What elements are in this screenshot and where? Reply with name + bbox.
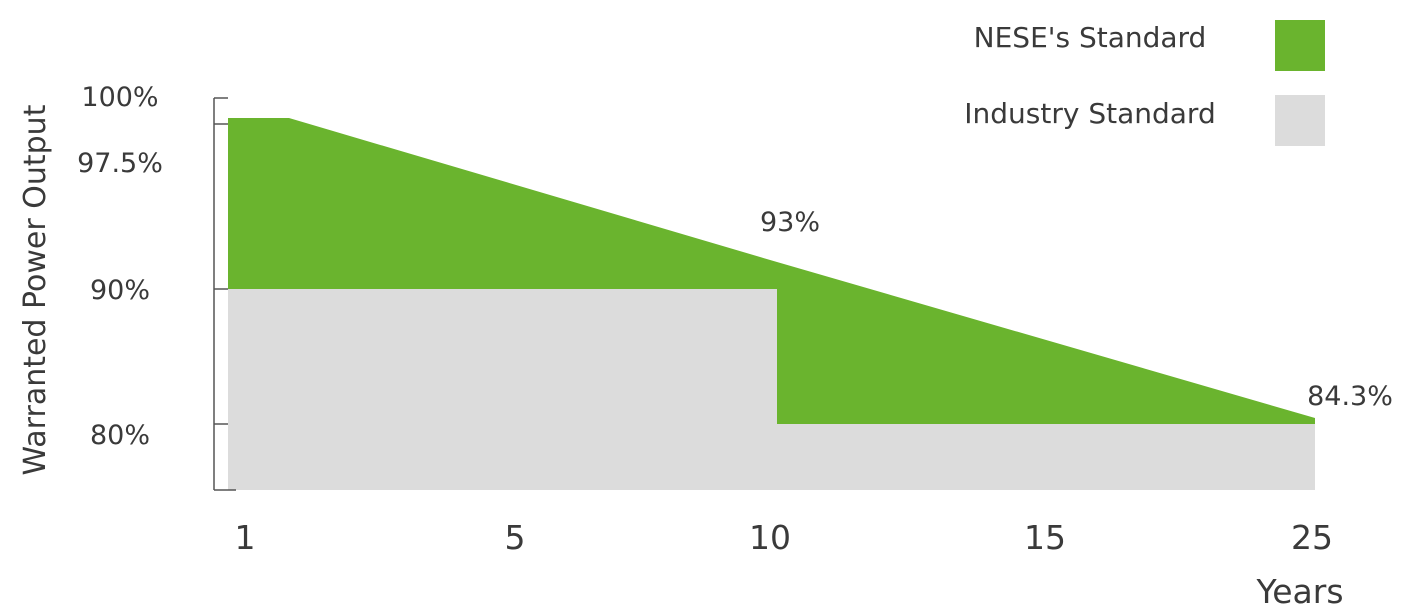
legend-swatch — [1275, 95, 1325, 146]
industry-standard-area — [228, 289, 1315, 490]
y-axis-label: Warranted Power Output — [18, 104, 53, 475]
data-label: 93% — [760, 207, 820, 238]
x-tick-label: 10 — [749, 518, 791, 557]
y-tick-label: 90% — [90, 275, 150, 306]
legend-label: Industry Standard — [964, 97, 1215, 130]
x-axis-label: Years — [1255, 572, 1343, 608]
legend-label: NESE's Standard — [974, 21, 1207, 54]
x-tick-label: 15 — [1024, 518, 1066, 557]
x-tick-label: 1 — [235, 518, 256, 557]
legend-swatch — [1275, 20, 1325, 71]
x-tick-label: 5 — [505, 518, 526, 557]
y-tick-label: 97.5% — [77, 148, 163, 179]
y-tick-label: 80% — [90, 420, 150, 451]
x-tick-label: 25 — [1291, 518, 1333, 557]
data-label: 84.3% — [1307, 381, 1393, 412]
y-tick-label: 100% — [81, 82, 158, 113]
